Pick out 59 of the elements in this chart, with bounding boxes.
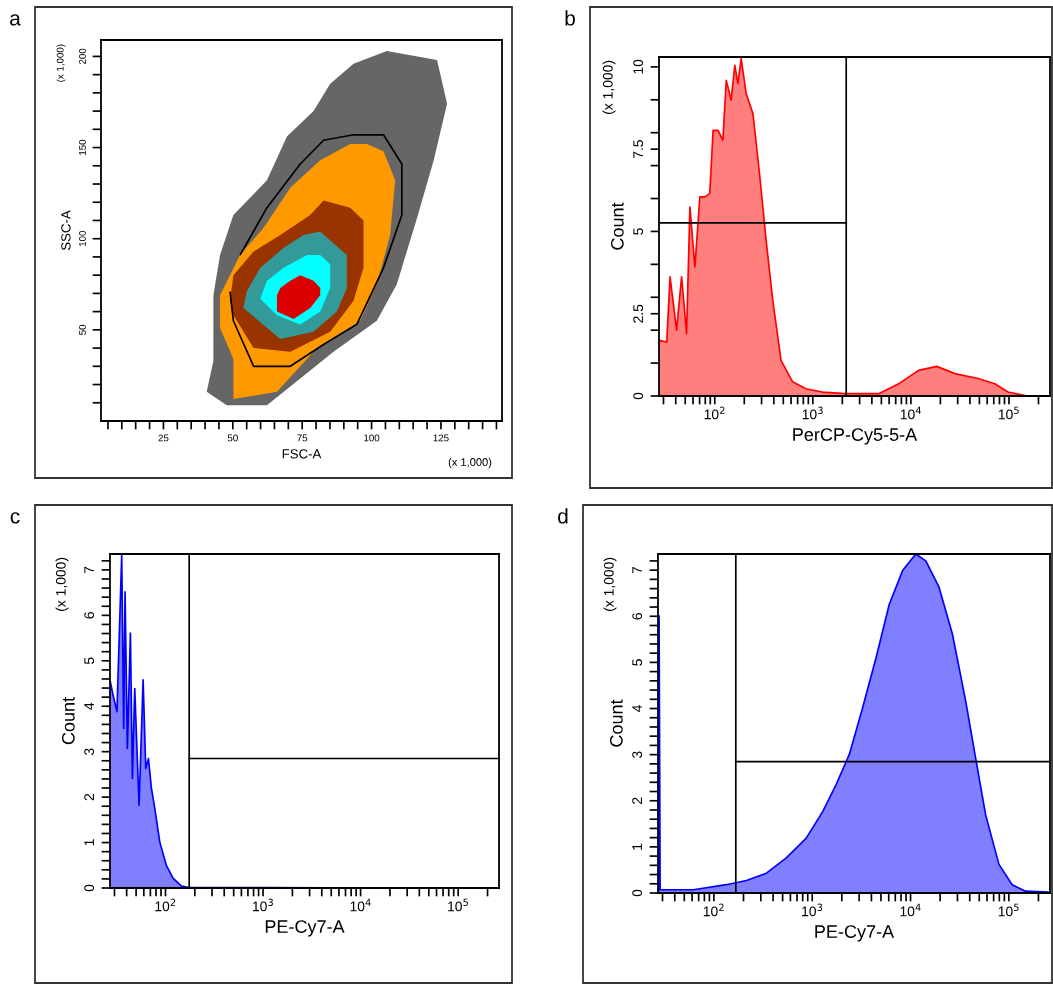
y-tick-label: 0 xyxy=(632,889,643,897)
x-axis-title: PE-Cy7-A xyxy=(265,920,345,937)
y-tick-label: 7 xyxy=(84,566,94,574)
text: (x 1,000) xyxy=(602,60,616,114)
y-tick-label: 3 xyxy=(632,751,643,758)
chart-title: b xyxy=(565,10,575,26)
x-tick-label: 10$^{3}$ xyxy=(802,406,823,420)
chart-title: d xyxy=(558,508,568,524)
y-tick-label: 0 xyxy=(633,392,644,400)
x-axis-title: PerCP-Cy5-5-A xyxy=(793,428,918,445)
x-axis-title: PE-Cy7-A xyxy=(815,925,895,942)
x-tick-label: 10$^{3}$ xyxy=(252,898,273,912)
y-tick-label: 10 xyxy=(633,59,644,74)
x-tick-label: 50 xyxy=(227,434,238,442)
y-tick-label: 2 xyxy=(632,797,642,804)
x-tick-label: 125 xyxy=(433,434,449,442)
text: (x 1,000) xyxy=(448,457,492,469)
x-tick-label: 100 xyxy=(364,434,380,442)
x-axis-title: FSC-A xyxy=(282,449,322,459)
x-tick-label: 10$^{4}$ xyxy=(900,406,921,420)
text: (x 1,000) xyxy=(55,557,69,611)
text: (x 1,000) xyxy=(56,44,66,82)
y-tick-label: 200 xyxy=(79,48,86,65)
y-axis-title: Count xyxy=(61,697,75,745)
y-tick-label: 1 xyxy=(84,839,94,846)
y-tick-label: 2.5 xyxy=(633,304,644,323)
y-tick-label: 6 xyxy=(632,613,643,620)
y-tick-label: 7 xyxy=(632,566,642,574)
text: (x 1,000) xyxy=(603,557,617,611)
y-tick-label: 50 xyxy=(79,324,86,335)
y-tick-label: 3 xyxy=(84,748,95,756)
y-tick-label: 5 xyxy=(633,228,644,235)
x-tick-label: 10$^{3}$ xyxy=(802,903,823,917)
x-tick-label: 10$^{5}$ xyxy=(998,903,1019,917)
y-tick-label: 0 xyxy=(84,884,95,892)
x-tick-label: 10$^{4}$ xyxy=(350,898,371,912)
y-tick-label: 5 xyxy=(84,657,95,665)
y-tick-label: 4 xyxy=(84,702,94,710)
y-tick-label: 5 xyxy=(632,659,643,666)
x-tick-label: 10$^{5}$ xyxy=(448,898,468,912)
x-tick-label: 25 xyxy=(158,434,169,442)
y-axis-title: Count xyxy=(609,699,623,747)
x-tick-label: 10$^{2}$ xyxy=(703,903,724,917)
x-tick-label: 10$^{4}$ xyxy=(900,903,921,917)
y-tick-label: 150 xyxy=(79,139,86,155)
y-tick-label: 2 xyxy=(84,793,94,801)
y-tick-label: 100 xyxy=(79,230,86,247)
y-tick-label: 1 xyxy=(632,843,642,850)
x-tick-label: 75 xyxy=(297,434,308,442)
y-tick-label: 4 xyxy=(632,705,642,713)
x-tick-label: 10$^{5}$ xyxy=(998,406,1019,420)
y-tick-label: 6 xyxy=(84,612,95,619)
chart-title: c xyxy=(10,512,20,524)
x-tick-label: 10$^{2}$ xyxy=(155,898,176,912)
chart-title: a xyxy=(10,14,21,26)
y-axis-title: Count xyxy=(610,202,624,250)
y-tick-label: 7.5 xyxy=(633,140,644,159)
y-axis-title: SSC-A xyxy=(61,210,71,251)
x-tick-label: 10$^{2}$ xyxy=(704,406,725,420)
